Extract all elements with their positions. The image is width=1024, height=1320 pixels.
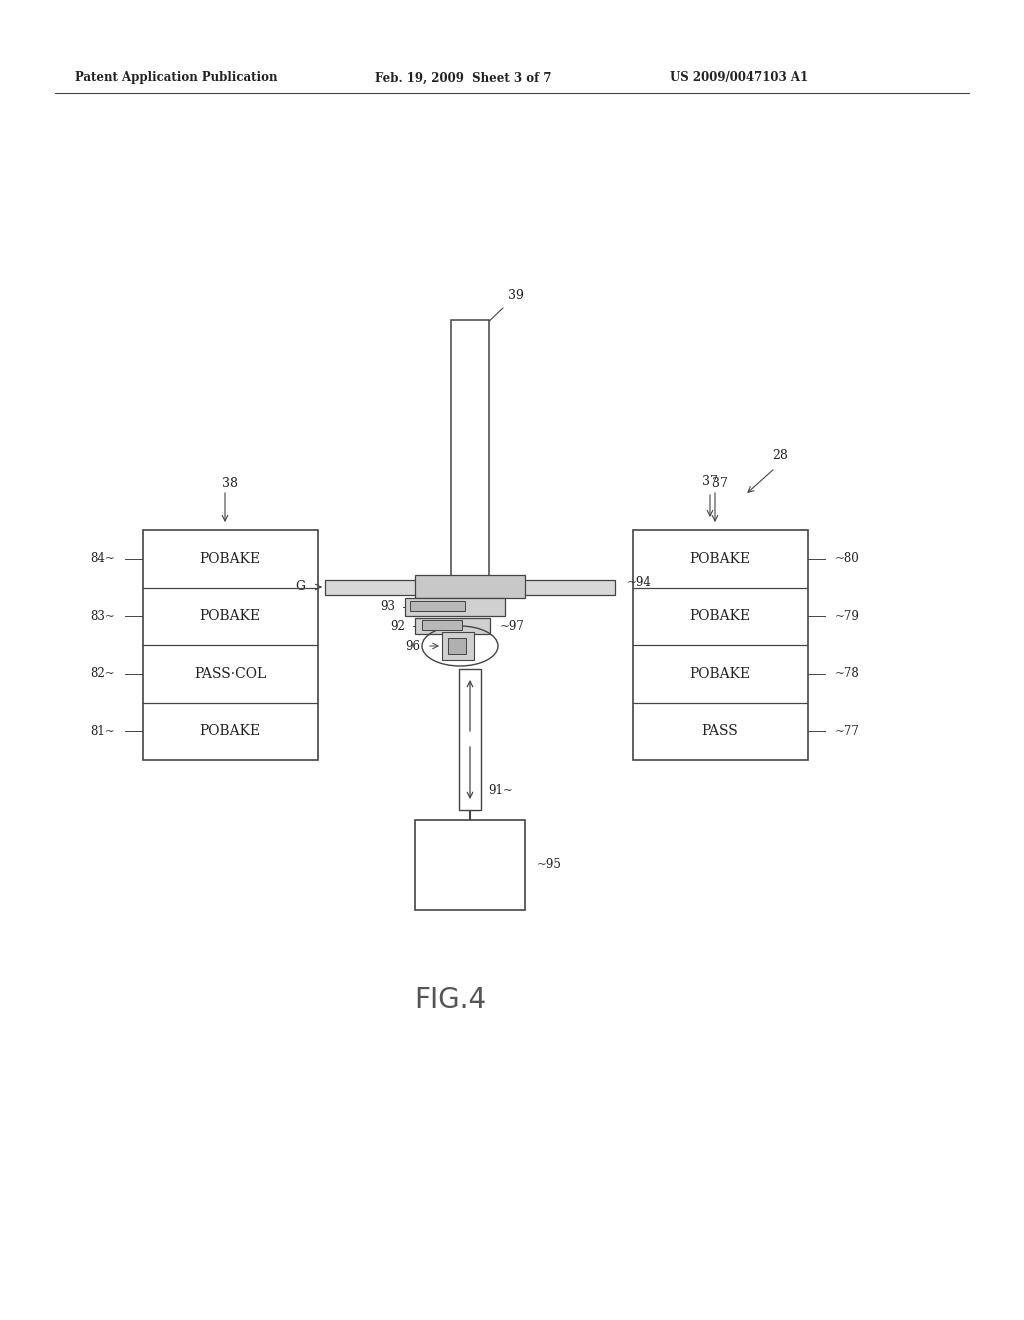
Text: ~80: ~80	[835, 552, 860, 565]
Text: ~79: ~79	[835, 610, 860, 623]
Text: 82~: 82~	[90, 667, 115, 680]
Text: POBAKE: POBAKE	[689, 552, 751, 566]
Text: POBAKE: POBAKE	[200, 725, 260, 738]
Bar	[325, 579, 615, 595]
Text: PASS·COL: PASS·COL	[194, 667, 266, 681]
Bar	[415, 576, 525, 598]
Text: ~95: ~95	[537, 858, 562, 871]
Bar	[406, 598, 505, 616]
Text: ~78: ~78	[835, 667, 860, 680]
Text: Patent Application Publication: Patent Application Publication	[75, 71, 278, 84]
Text: 96: 96	[406, 639, 420, 652]
Text: 37: 37	[702, 475, 718, 488]
Text: 93: 93	[380, 601, 395, 614]
Text: Feb. 19, 2009  Sheet 3 of 7: Feb. 19, 2009 Sheet 3 of 7	[375, 71, 552, 84]
Text: 39: 39	[508, 289, 524, 302]
Bar	[451, 319, 489, 590]
Text: US 2009/0047103 A1: US 2009/0047103 A1	[670, 71, 808, 84]
Bar	[449, 638, 466, 653]
Bar	[415, 820, 525, 909]
Text: POBAKE: POBAKE	[200, 552, 260, 566]
Text: 81~: 81~	[90, 725, 115, 738]
Text: FIG.4: FIG.4	[414, 986, 486, 1014]
Text: 38: 38	[222, 477, 238, 490]
Bar	[143, 531, 318, 760]
Bar	[459, 669, 481, 810]
Text: G: G	[295, 581, 305, 594]
Bar	[633, 531, 808, 760]
Text: POBAKE: POBAKE	[200, 610, 260, 623]
Text: PASS: PASS	[701, 725, 738, 738]
Bar	[422, 620, 462, 630]
Text: POBAKE: POBAKE	[689, 667, 751, 681]
Text: 92: 92	[390, 619, 406, 632]
Text: ~97: ~97	[500, 619, 525, 632]
Text: ~94: ~94	[627, 576, 652, 589]
Text: 28: 28	[772, 449, 787, 462]
Text: 84~: 84~	[90, 552, 115, 565]
Text: 83~: 83~	[90, 610, 115, 623]
Text: ~77: ~77	[835, 725, 860, 738]
Bar	[442, 632, 474, 660]
Bar	[410, 601, 465, 611]
Bar	[415, 618, 490, 634]
Text: 91~: 91~	[488, 784, 513, 796]
Text: 37: 37	[712, 477, 728, 490]
Text: POBAKE: POBAKE	[689, 610, 751, 623]
